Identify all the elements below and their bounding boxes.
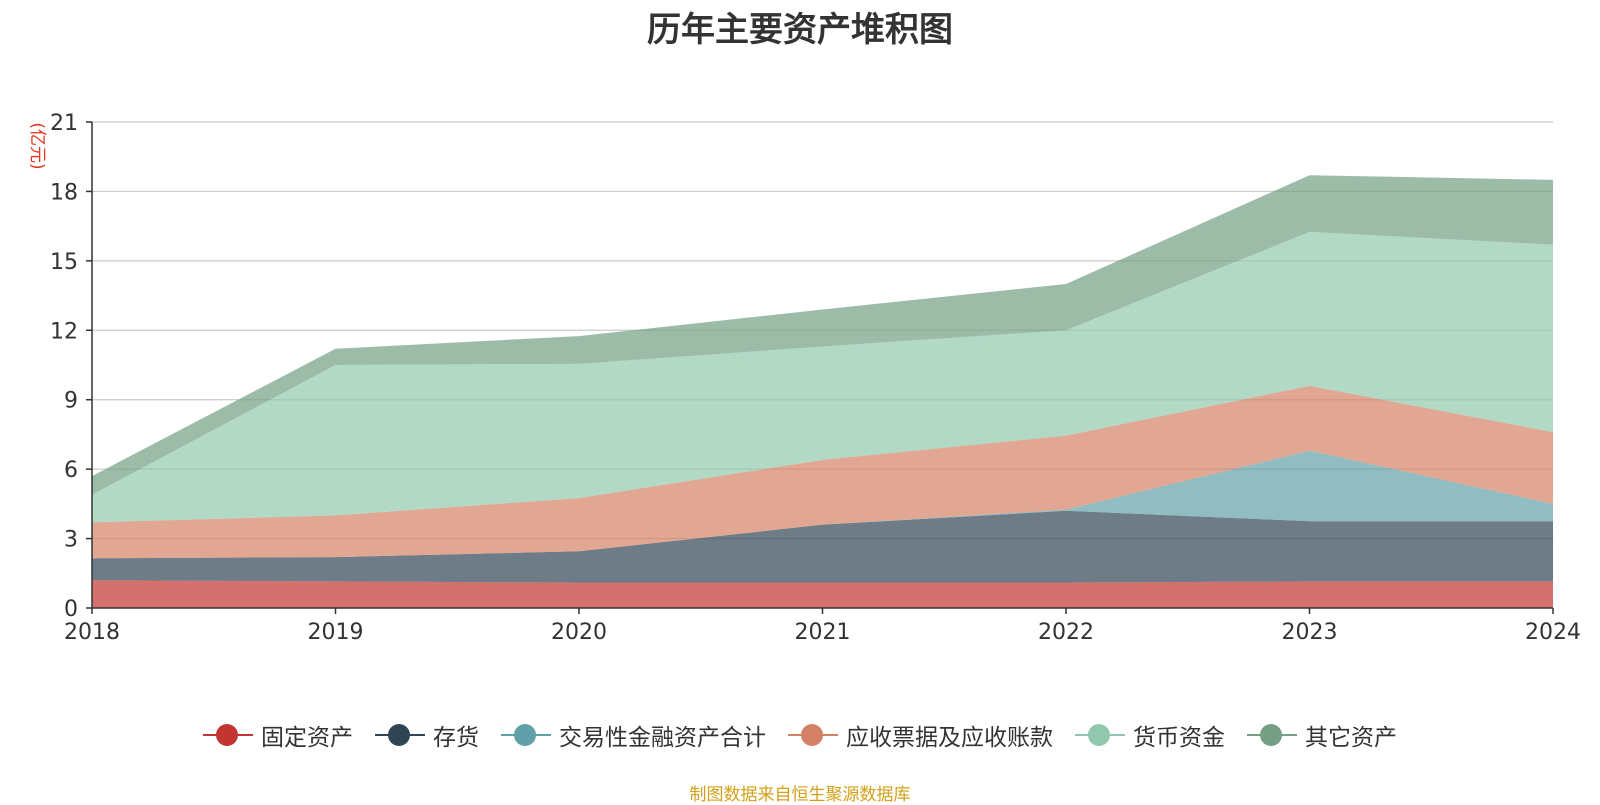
legend-label: 固定资产 — [261, 725, 353, 751]
x-tick-label: 2022 — [1038, 620, 1094, 645]
legend-item[interactable]: 货币资金 — [1075, 718, 1225, 752]
area-series — [92, 175, 1553, 608]
source-note: 制图数据来自恒生聚源数据库 — [689, 785, 911, 805]
y-tick-label: 15 — [50, 250, 78, 275]
legend-marker-icon — [1075, 723, 1125, 747]
area-series-其它资产 — [92, 175, 1553, 495]
legend-label: 存货 — [433, 725, 479, 751]
y-tick-label: 12 — [50, 319, 78, 344]
x-tick-label: 2023 — [1282, 620, 1338, 645]
area-series-应收票据及应收账款 — [92, 385, 1553, 559]
y-axis-unit-label: (亿元) — [27, 122, 47, 169]
legend-item[interactable]: 交易性金融资产合计 — [501, 718, 766, 752]
y-tick-label: 0 — [64, 597, 78, 622]
y-tick-label: 6 — [64, 458, 78, 483]
legend-item[interactable]: 存货 — [375, 718, 479, 752]
legend-label: 应收票据及应收账款 — [846, 725, 1053, 751]
legend-marker-icon — [375, 723, 425, 747]
area-series-货币资金 — [92, 231, 1553, 523]
x-tick-label: 2021 — [795, 620, 851, 645]
legend-label: 交易性金融资产合计 — [559, 725, 766, 751]
axes: 0 3 6 9 12 15 18 21 2018 2019 2020 2021 2022 2023 2024… — [27, 111, 1581, 645]
legend-label: 货币资金 — [1133, 725, 1225, 751]
legend-label: 其它资产 — [1305, 725, 1397, 751]
x-tick-label: 2019 — [308, 620, 364, 645]
y-tick-label: 9 — [64, 389, 78, 414]
area-series-存货 — [92, 510, 1553, 583]
legend-marker-icon — [788, 723, 838, 747]
legend-marker-icon — [501, 723, 551, 747]
legend-item[interactable]: 其它资产 — [1247, 718, 1397, 752]
area-series-交易性金融资产合计 — [92, 450, 1553, 559]
y-tick-label: 21 — [50, 111, 78, 136]
legend-marker-icon — [1247, 723, 1297, 747]
legend-item[interactable]: 应收票据及应收账款 — [788, 718, 1053, 752]
legend-marker-icon — [203, 723, 253, 747]
y-tick-label: 3 — [64, 528, 78, 553]
y-tick-label: 18 — [50, 180, 78, 205]
x-tick-label: 2020 — [551, 620, 607, 645]
chart-title: 历年主要资产堆积图 — [647, 10, 953, 50]
legend-item[interactable]: 固定资产 — [203, 718, 353, 752]
x-tick-label: 2024 — [1525, 620, 1581, 645]
legend: 固定资产 存货 交易性金融资产合计 应收票据及应收账款 货币资金 其它资产 — [0, 718, 1600, 752]
x-tick-label: 2018 — [64, 620, 120, 645]
area-series-固定资产 — [92, 580, 1553, 608]
